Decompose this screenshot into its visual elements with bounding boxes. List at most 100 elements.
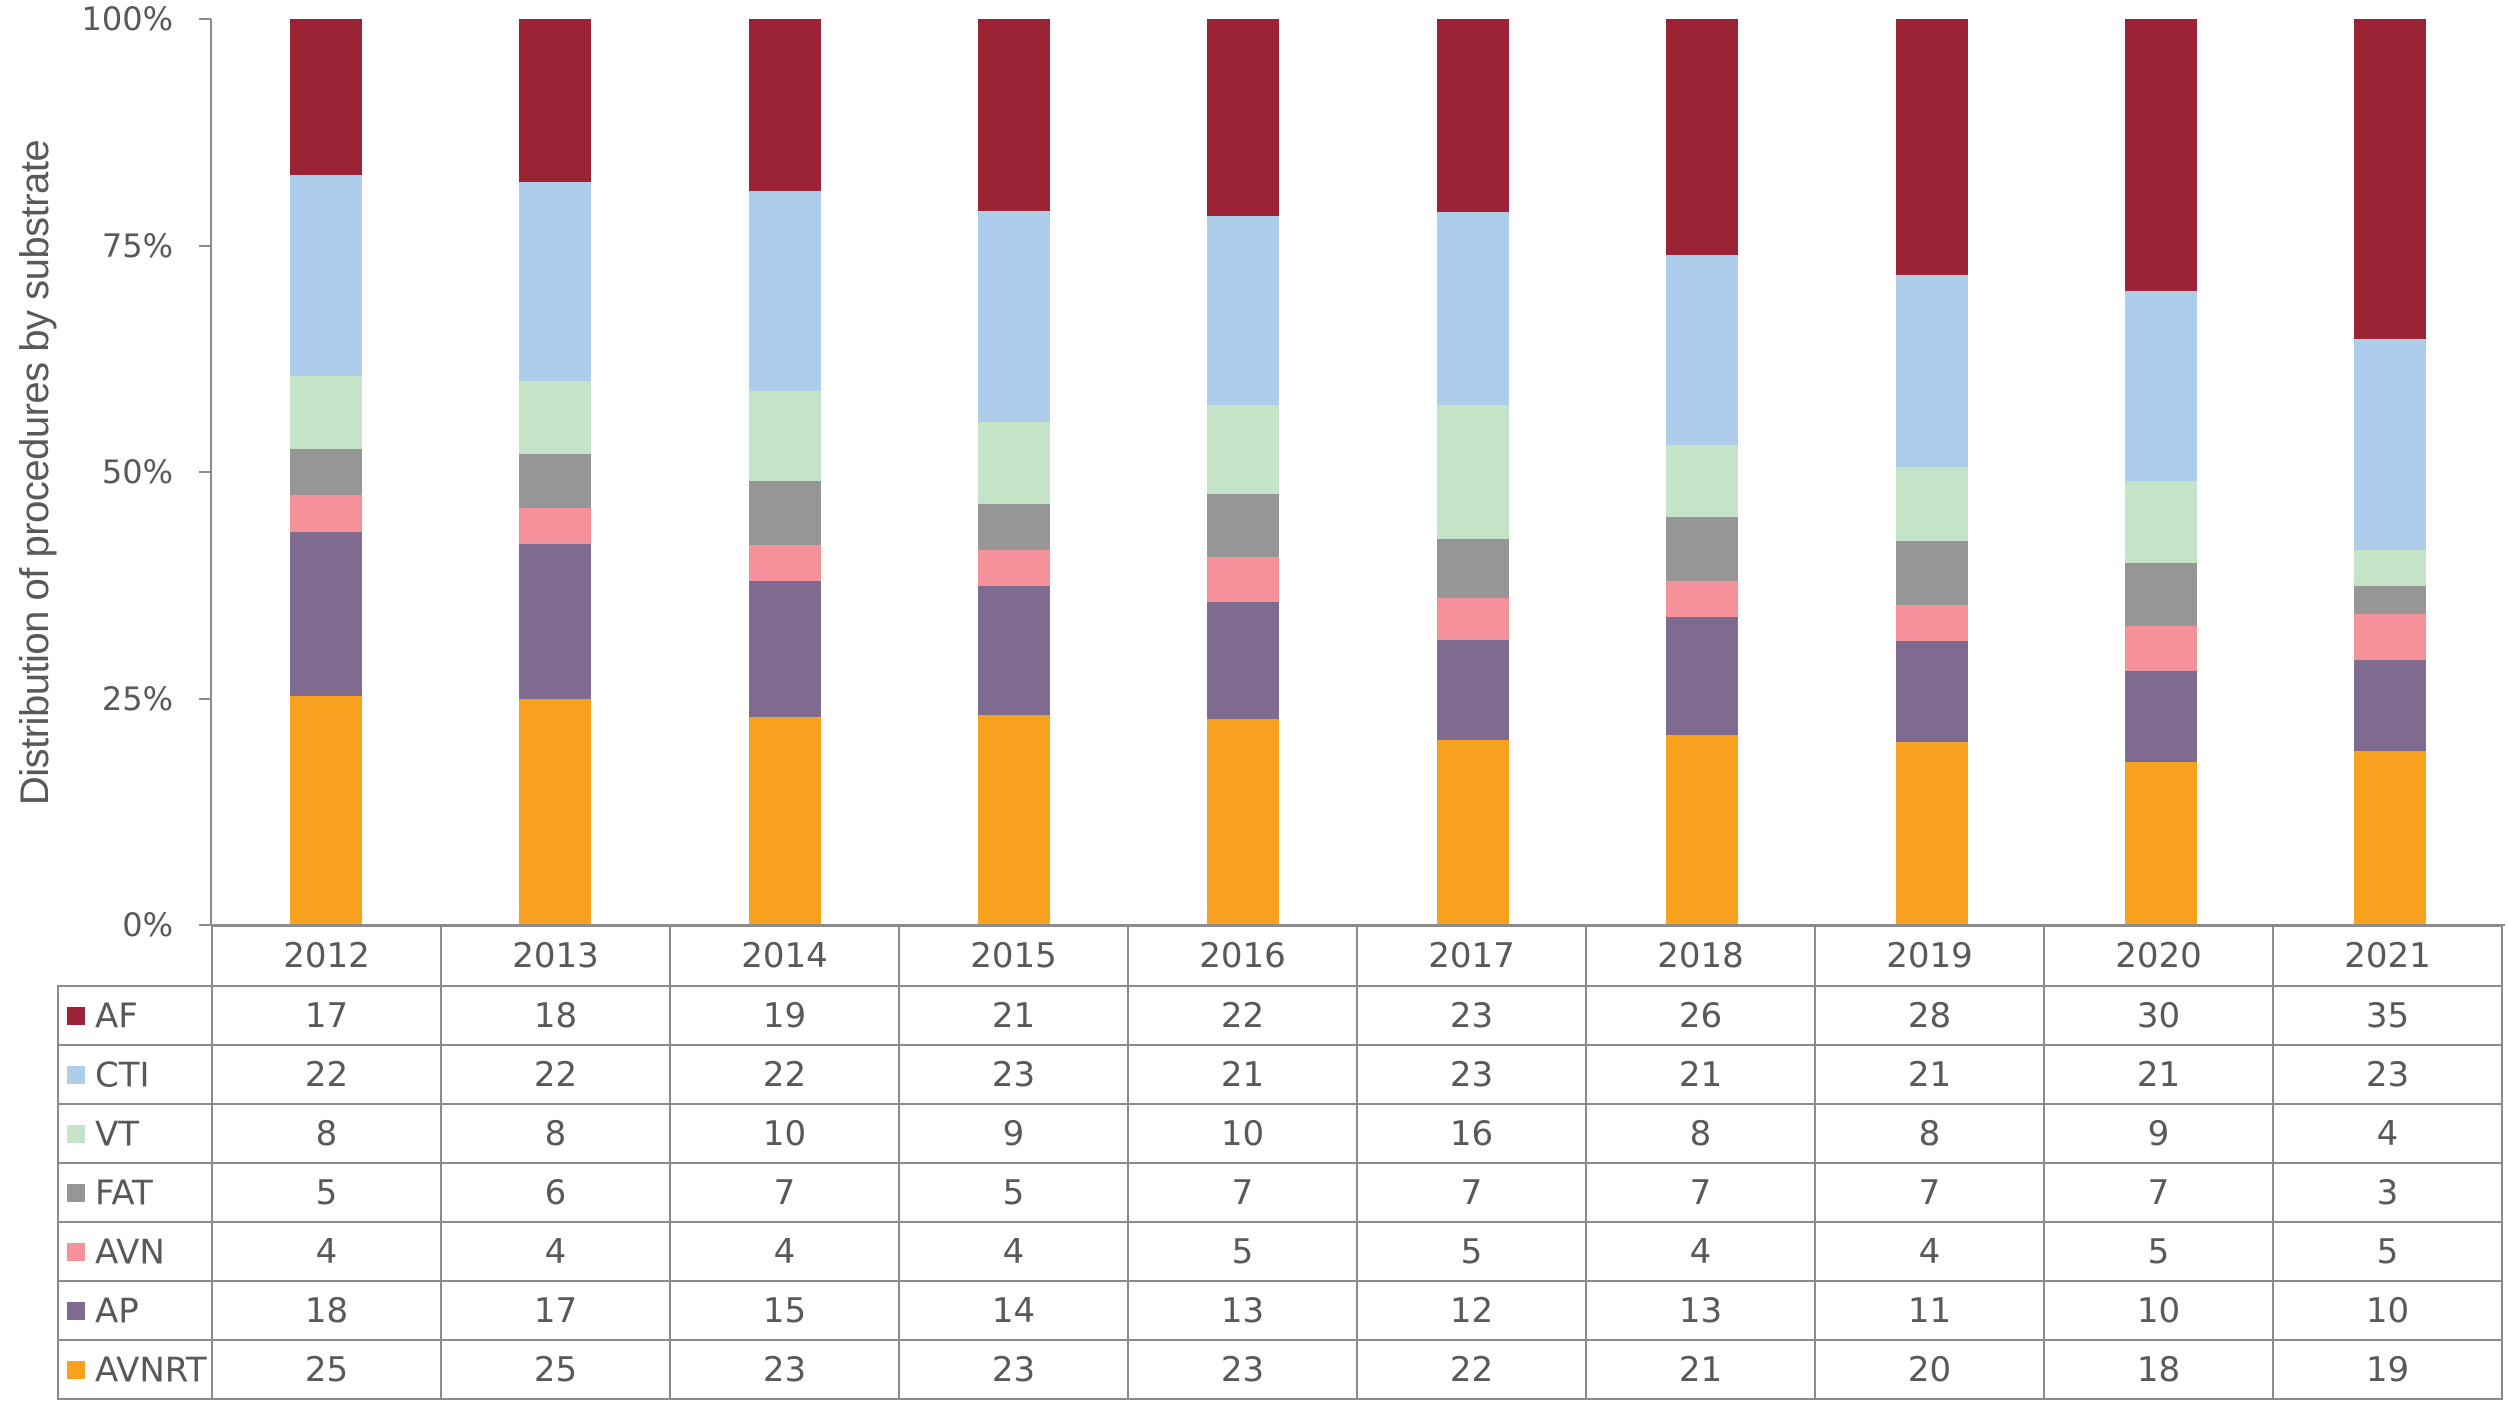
bar-2013	[519, 19, 592, 925]
bar-segment-cti	[1666, 254, 1739, 445]
bar-segment-avn	[1666, 580, 1739, 617]
bar-segment-avnrt	[1666, 734, 1739, 925]
table-cell: 4	[211, 1221, 442, 1282]
table-cell: 15	[669, 1280, 900, 1341]
table-cell: 9	[898, 1103, 1129, 1164]
bar-2016	[1207, 19, 1280, 925]
bar-2012	[289, 19, 362, 925]
legend-swatch-icon	[67, 1302, 85, 1321]
table-cell: 10	[1127, 1103, 1358, 1164]
bar-segment-avn	[1207, 557, 1280, 603]
bar-segment-avn	[1436, 597, 1509, 640]
bar-2018	[1666, 19, 1739, 925]
table-cell: 8	[211, 1103, 442, 1164]
bar-segment-avnrt	[519, 698, 592, 925]
bar-segment-fat	[1207, 494, 1280, 558]
bar-segment-vt	[748, 390, 821, 482]
y-tick-mark	[199, 244, 211, 247]
legend-label: AVNRT	[95, 1350, 207, 1391]
table-cell: 22	[440, 1044, 671, 1105]
bar-segment-af	[977, 19, 1050, 212]
legend-entry: CTI	[57, 1044, 213, 1105]
table-cell: 12	[1356, 1280, 1587, 1341]
table-cell: 18	[440, 985, 671, 1046]
table-cell: 22	[1127, 985, 1358, 1046]
bar-segment-af	[519, 19, 592, 183]
x-category-label: 2021	[2272, 925, 2503, 987]
bar-segment-fat	[289, 449, 362, 495]
table-cell: 5	[1356, 1221, 1587, 1282]
table-cell: 3	[2272, 1162, 2503, 1223]
bar-segment-af	[1436, 19, 1509, 212]
bar-segment-avnrt	[977, 714, 1050, 925]
bar-segment-vt	[289, 375, 362, 450]
table-cell: 18	[211, 1280, 442, 1341]
bar-segment-avn	[2354, 613, 2427, 660]
legend-swatch-icon	[67, 1066, 85, 1085]
table-row-af: AF 17 18 19 21 22 23 26 28 30 35	[57, 985, 2503, 1046]
table-cell: 4	[898, 1221, 1129, 1282]
x-category-label: 2012	[211, 925, 442, 987]
legend-entry: AVN	[57, 1221, 213, 1282]
legend-swatch-icon	[67, 1361, 85, 1380]
bar-segment-avn	[748, 544, 821, 581]
table-cell: 21	[1585, 1044, 1816, 1105]
x-category-label: 2020	[2043, 925, 2274, 987]
table-cell: 8	[440, 1103, 671, 1164]
table-cell: 35	[2272, 985, 2503, 1046]
table-cell: 22	[211, 1044, 442, 1105]
table-row-vt: VT 8 8 10 9 10 16 8 8 9 4	[57, 1103, 2503, 1164]
bar-segment-ap	[1666, 616, 1739, 735]
bar-segment-fat	[2124, 562, 2197, 627]
bar-segment-af	[289, 19, 362, 175]
bar-segment-ap	[977, 586, 1050, 715]
bar-segment-avn	[2124, 626, 2197, 672]
table-row-fat: FAT 5 6 7 5 7 7 7 7 7 3	[57, 1162, 2503, 1223]
legend-label: AVN	[95, 1232, 165, 1273]
legend-swatch-icon	[67, 1125, 85, 1144]
bar-segment-vt	[977, 421, 1050, 505]
y-tick-mark	[199, 697, 211, 700]
table-cell: 20	[1814, 1339, 2045, 1400]
bar-segment-af	[1666, 19, 1739, 255]
bar-segment-ap	[1207, 602, 1280, 719]
table-cell: 13	[1127, 1280, 1358, 1341]
table-cell: 23	[898, 1044, 1129, 1105]
bar-segment-vt	[2354, 549, 2427, 587]
table-cell: 8	[1585, 1103, 1816, 1164]
table-cell: 16	[1356, 1103, 1587, 1164]
bar-segment-fat	[519, 453, 592, 509]
y-axis-line	[210, 19, 212, 926]
table-cell: 8	[1814, 1103, 2045, 1164]
bar-segment-ap	[289, 531, 362, 697]
bar-2020	[2124, 19, 2197, 925]
table-cell: 21	[2043, 1044, 2274, 1105]
table-cell: 7	[1814, 1162, 2045, 1223]
bar-segment-avn	[289, 494, 362, 532]
legend-label: FAT	[95, 1173, 153, 1214]
bar-segment-cti	[289, 174, 362, 376]
legend-label: AP	[95, 1291, 139, 1332]
bar-2021	[2354, 19, 2427, 925]
table-cell: 22	[669, 1044, 900, 1105]
table-cell: 7	[1585, 1162, 1816, 1223]
bar-segment-avnrt	[289, 696, 362, 925]
x-axis-line	[211, 924, 2505, 926]
table-cell: 13	[1585, 1280, 1816, 1341]
legend-swatch-icon	[67, 1243, 85, 1262]
table-cell: 23	[1356, 1044, 1587, 1105]
bar-segment-vt	[1666, 444, 1739, 518]
bar-segment-avn	[977, 549, 1050, 587]
table-cell: 4	[1585, 1221, 1816, 1282]
bar-segment-cti	[519, 182, 592, 382]
table-cell: 4	[440, 1221, 671, 1282]
bar-segment-vt	[519, 381, 592, 454]
bar-segment-af	[2354, 19, 2427, 340]
bar-segment-cti	[977, 211, 1050, 422]
table-cell: 19	[669, 985, 900, 1046]
table-row-cti: CTI 22 22 22 23 21 23 21 21 21 23	[57, 1044, 2503, 1105]
bar-segment-vt	[2124, 481, 2197, 563]
legend-entry: VT	[57, 1103, 213, 1164]
x-category-label: 2013	[440, 925, 671, 987]
legend-swatch-icon	[67, 1184, 85, 1203]
